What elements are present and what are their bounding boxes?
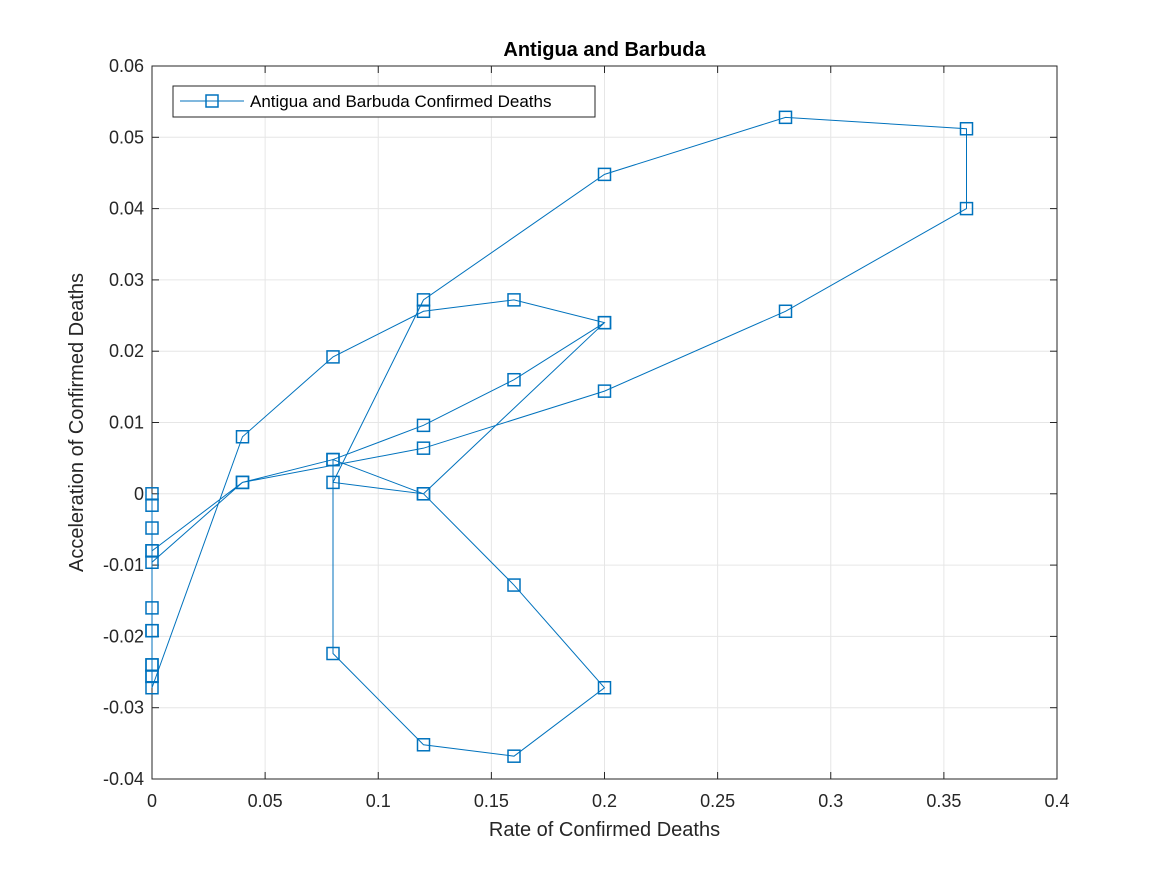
x-tick-label: 0 (147, 791, 157, 811)
data-point (507, 293, 521, 307)
data-point (326, 646, 340, 661)
legend-marker-square-icon (205, 94, 219, 108)
data-point (507, 372, 521, 387)
y-tick-label: 0.01 (109, 413, 144, 433)
data-point (778, 304, 793, 319)
data-point (597, 315, 612, 330)
data-point (326, 350, 340, 364)
y-tick-label: 0.05 (109, 127, 144, 147)
y-tick-label: 0.04 (109, 199, 144, 219)
y-tick-label: -0.02 (103, 626, 144, 646)
x-axis-label: Rate of Confirmed Deaths (489, 819, 720, 841)
legend-box (172, 85, 596, 118)
data-point (778, 110, 793, 125)
axes: 0 0.05 0.1 0.15 0.2 0.25 0.3 0.35 0.4 -0.04 -0.03 -… (103, 56, 1070, 811)
y-tick-label: -0.04 (103, 769, 144, 789)
data-point (235, 475, 250, 490)
y-tick-label: -0.03 (103, 698, 144, 718)
y-axis-label: Acceleration of Confirmed Deaths (66, 273, 88, 572)
data-point (507, 749, 521, 763)
data-point (597, 167, 612, 182)
x-tick-label: 0.15 (474, 791, 509, 811)
data-point (326, 452, 340, 467)
data-point (416, 418, 431, 433)
data-point (597, 680, 612, 695)
data-point (416, 441, 431, 455)
data-point (416, 293, 431, 307)
y-tick-label: 0.06 (109, 56, 144, 76)
x-tick-label: 0.35 (926, 791, 961, 811)
x-tick-label: 0.1 (366, 791, 391, 811)
series-layer (145, 110, 974, 763)
y-tick-label: -0.01 (103, 555, 144, 575)
data-point (235, 430, 250, 444)
data-point (145, 658, 159, 672)
x-tick-label: 0.05 (248, 791, 283, 811)
data-point (416, 738, 431, 752)
data-point (145, 521, 159, 535)
x-tick-label: 0.4 (1044, 791, 1069, 811)
grid (151, 65, 1058, 780)
y-tick-label: 0.03 (109, 270, 144, 290)
legend-entry-label: Antigua and Barbuda Confirmed Deaths (250, 92, 551, 111)
data-point (507, 578, 521, 592)
x-tick-label: 0.25 (700, 791, 735, 811)
legend: Antigua and Barbuda Confirmed Deaths (172, 85, 596, 118)
data-point (326, 475, 340, 490)
data-point (145, 544, 159, 558)
x-tick-label: 0.2 (592, 791, 617, 811)
data-point (416, 487, 431, 501)
data-point (145, 498, 159, 512)
data-point (597, 384, 612, 398)
y-tick-label: 0.02 (109, 341, 144, 361)
data-point (145, 623, 159, 638)
y-tick-label: 0 (134, 484, 144, 504)
x-tick-label: 0.3 (818, 791, 843, 811)
chart-title: Antigua and Barbuda (503, 39, 706, 61)
data-point (959, 121, 974, 136)
data-point (959, 201, 974, 216)
data-point (145, 601, 159, 615)
